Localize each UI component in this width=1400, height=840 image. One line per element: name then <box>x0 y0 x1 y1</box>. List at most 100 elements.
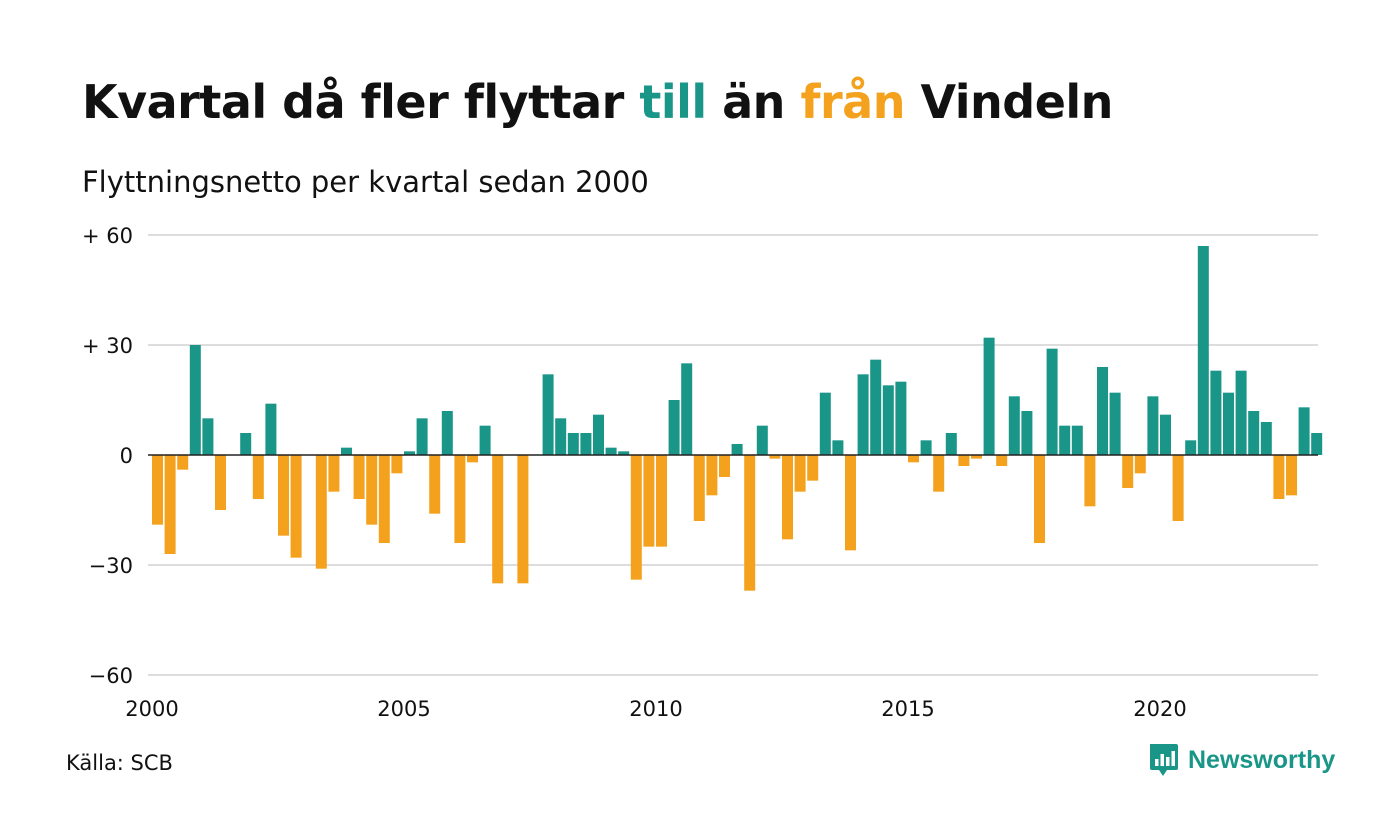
bar <box>1160 414 1171 455</box>
bar <box>1311 433 1323 455</box>
x-tick-label: 2015 <box>881 697 934 721</box>
title-part-1: Kvartal då fler flyttar <box>82 75 640 129</box>
bar <box>215 455 226 510</box>
bar <box>706 455 718 496</box>
bar <box>983 337 995 455</box>
bar <box>252 455 264 499</box>
x-tick-label: 2010 <box>629 697 682 721</box>
bar <box>882 385 894 455</box>
bar <box>278 455 289 536</box>
x-axis-ticks: 2000 2005 2010 2015 2020 <box>125 697 1186 721</box>
bar <box>467 455 478 463</box>
bar <box>693 455 705 521</box>
bar <box>290 455 302 558</box>
bar <box>1286 455 1297 496</box>
bar <box>870 359 882 455</box>
bar <box>782 455 793 540</box>
grid-lines <box>148 234 1318 676</box>
chart-subtitle: Flyttningsnetto per kvartal sedan 2000 <box>82 165 649 199</box>
bar <box>1172 455 1184 521</box>
bar <box>1298 407 1310 455</box>
bar <box>567 433 579 455</box>
bar <box>492 455 504 584</box>
bar <box>1122 455 1134 488</box>
x-tick-label: 2020 <box>1133 697 1186 721</box>
bar <box>744 455 756 591</box>
brand-name: Newsworthy <box>1188 745 1336 774</box>
x-tick-label: 2005 <box>377 697 430 721</box>
bar <box>845 455 856 551</box>
x-tick-label: 2000 <box>125 697 178 721</box>
bar <box>555 418 567 455</box>
bar <box>895 381 907 455</box>
bar <box>1273 455 1285 499</box>
title-part-3: Vindeln <box>904 75 1113 129</box>
bar <box>580 433 592 455</box>
bar <box>1147 396 1159 455</box>
bar <box>819 392 831 455</box>
bar <box>265 403 277 455</box>
bar <box>857 374 869 455</box>
chart-title: Kvartal då fler flyttar till än från Vin… <box>82 74 1113 130</box>
bar <box>189 345 201 455</box>
y-axis-ticks: + 60 + 30 0 −30 −60 <box>82 224 133 688</box>
bar <box>668 400 680 455</box>
bar <box>996 455 1008 466</box>
source-note: Källa: SCB <box>66 751 173 775</box>
title-part-2: än <box>706 75 801 129</box>
bar <box>1260 422 1272 455</box>
bars <box>152 246 1323 591</box>
bar <box>315 455 327 569</box>
bar <box>391 455 403 474</box>
bar <box>416 418 428 455</box>
bar <box>366 455 378 525</box>
bar <box>908 455 919 463</box>
brand-logo: Newsworthy <box>1148 742 1335 778</box>
bar <box>719 455 730 477</box>
bar <box>1071 425 1083 455</box>
bar <box>404 451 415 455</box>
bar <box>1185 440 1197 455</box>
bar <box>164 455 176 554</box>
bar <box>656 455 667 547</box>
bar <box>353 455 365 499</box>
bar <box>1210 370 1222 455</box>
bar <box>1097 367 1108 455</box>
bar <box>1109 392 1121 455</box>
bar <box>1034 455 1045 543</box>
bar <box>1084 455 1096 507</box>
title-fran-highlight: från <box>800 75 905 129</box>
bar <box>920 440 932 455</box>
y-tick-label: 0 <box>120 444 133 468</box>
bar <box>643 455 655 547</box>
bar <box>1223 392 1234 455</box>
bar <box>479 425 491 455</box>
bar <box>1197 246 1209 455</box>
bar <box>681 363 693 455</box>
bar <box>1046 348 1058 455</box>
bar <box>794 455 806 492</box>
bar <box>630 455 642 580</box>
y-tick-label: + 60 <box>82 224 133 248</box>
bar <box>429 455 441 514</box>
bar <box>1059 425 1071 455</box>
bar <box>177 455 189 470</box>
bar <box>341 447 352 455</box>
bar <box>933 455 945 492</box>
bar <box>202 418 214 455</box>
y-tick-label: −60 <box>89 664 133 688</box>
bar <box>1021 411 1033 455</box>
bar <box>971 455 982 459</box>
bar <box>593 414 604 455</box>
bar <box>1008 396 1020 455</box>
newsworthy-logo-icon <box>1150 744 1178 776</box>
bar-chart: + 60 + 30 0 −30 −60 2000 2005 2010 2015 2020 <box>82 224 1323 721</box>
y-tick-label: −30 <box>89 554 133 578</box>
bar <box>1235 370 1247 455</box>
bar <box>152 455 163 525</box>
title-till-highlight: till <box>639 75 707 129</box>
bar <box>756 425 768 455</box>
bar <box>769 455 781 459</box>
bar <box>1134 455 1146 474</box>
bar <box>958 455 970 466</box>
